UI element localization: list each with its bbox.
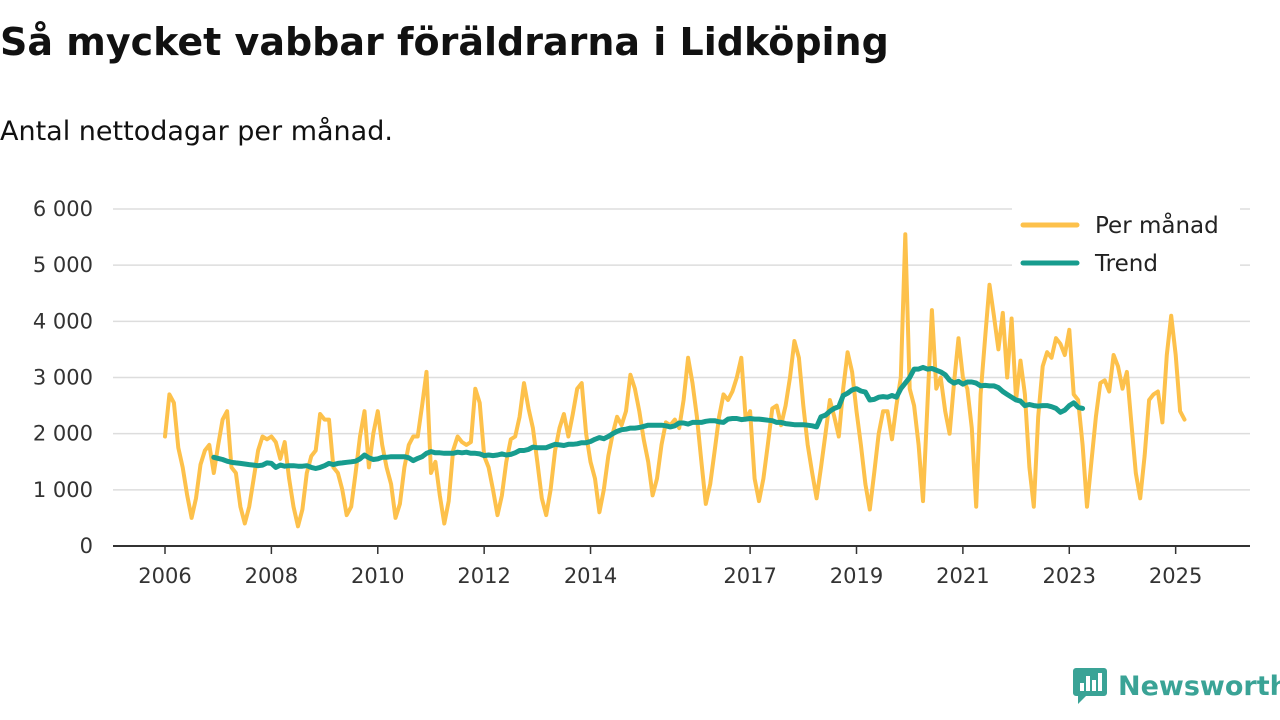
x-axis: 2006 2008 2010 2012 2014 2017 2019 2021 2023 2025: [113, 545, 1250, 588]
brand-name: Newsworthy: [1118, 670, 1280, 702]
x-tick-label: 2014: [564, 564, 617, 588]
per-manad-series-line: [163, 232, 1187, 529]
y-axis-labels: 0 1 000 2 000 3 000 4 000 5 000 6 000: [33, 197, 93, 558]
y-tick-label: 2 000: [33, 422, 93, 446]
legend-item-trend: Trend: [1020, 251, 1158, 277]
legend-label: Trend: [1094, 251, 1158, 277]
chart-title: Så mycket vabbar föräldrarna i Lidköping: [0, 20, 889, 64]
chart-subtitle: Antal nettodagar per månad.: [0, 116, 393, 147]
newsworthy-brand: Newsworthy: [1072, 666, 1280, 706]
y-tick-label: 1 000: [33, 478, 93, 502]
legend-label: Per månad: [1095, 211, 1219, 239]
y-tick-label: 6 000: [33, 197, 93, 221]
x-tick-label: 2025: [1149, 564, 1202, 588]
x-tick-label: 2008: [245, 564, 298, 588]
series-lines: [163, 232, 1187, 529]
trend-series-line: [211, 364, 1086, 471]
x-tick-label: 2006: [138, 564, 191, 588]
legend-item-per-manad: Per månad: [1020, 211, 1219, 239]
newsworthy-logo-icon: [1073, 668, 1107, 704]
legend: Per månad Trend: [1012, 205, 1240, 287]
x-tick-label: 2017: [723, 564, 776, 588]
x-tick-label: 2023: [1043, 564, 1096, 588]
x-tick-label: 2021: [936, 564, 989, 588]
x-tick-label: 2019: [830, 564, 883, 588]
y-tick-label: 3 000: [33, 366, 93, 390]
x-tick-label: 2012: [457, 564, 510, 588]
x-tick-label: 2010: [351, 564, 404, 588]
y-tick-label: 4 000: [33, 309, 93, 333]
y-tick-label: 5 000: [33, 253, 93, 277]
y-tick-label: 0: [80, 534, 93, 558]
legend-background: [1012, 205, 1240, 287]
